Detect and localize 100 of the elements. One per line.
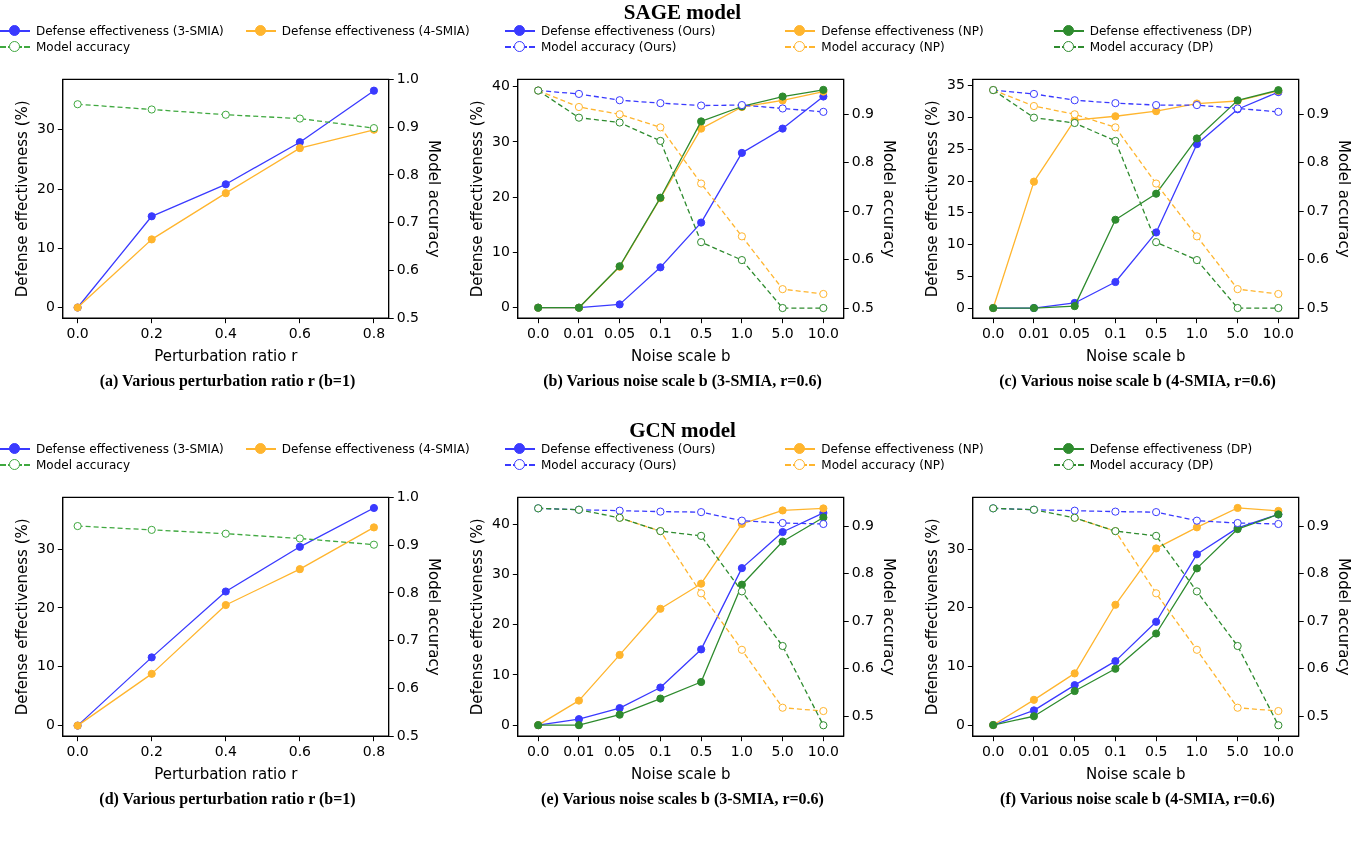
y2-axis-title: Model accuracy <box>424 558 443 676</box>
y2-tick-label: 0.8 <box>851 564 874 581</box>
x-tick-label: 10.0 <box>807 743 839 760</box>
y2-tick-label: 0.9 <box>851 517 874 533</box>
x-axis-title: Noise scale b <box>1085 764 1185 783</box>
x-tick-label: 5.0 <box>1225 743 1249 760</box>
legend-label: Defense effectiveness (Ours) <box>541 24 716 38</box>
y-axis-title: Defense effectiveness (%) <box>922 100 941 298</box>
y-tick-label: 30 <box>36 539 55 556</box>
x-tick-label: 0.4 <box>214 325 237 342</box>
y-tick-label: 25 <box>946 139 965 156</box>
y2-tick-label: 0.8 <box>396 165 419 182</box>
text: (f) Various noise scale b (4-SMIA, r=0.6) <box>1000 790 1275 808</box>
y-tick-label: 30 <box>36 120 55 137</box>
y-tick-label: 20 <box>491 187 510 204</box>
x-tick-label: 0.05 <box>1058 325 1090 342</box>
y2-axis-title: Model accuracy <box>424 140 443 258</box>
x-tick-label: 0.5 <box>1144 325 1167 342</box>
y2-tick-label: 0.8 <box>396 583 419 600</box>
x-tick-label: 10.0 <box>1262 743 1294 760</box>
y2-axis-title: Model accuracy <box>879 140 898 258</box>
x-tick-label: 1.0 <box>730 743 753 760</box>
x-tick-label: 0.5 <box>689 743 712 760</box>
x-tick-label: 0.1 <box>1103 743 1127 760</box>
y2-tick-label: 1.0 <box>396 488 419 505</box>
x-tick-label: 0.2 <box>140 743 163 760</box>
legend-label: Model accuracy (DP) <box>1089 40 1214 54</box>
y-tick-label: 0 <box>955 715 965 732</box>
y2-tick-label: 0.6 <box>851 250 874 267</box>
x-tick-label: 0.05 <box>1058 743 1090 760</box>
x-tick-label: 0.4 <box>214 743 237 760</box>
x-tick-label: 0.01 <box>1017 325 1050 342</box>
text: (c) Various noise scale b (4-SMIA, r=0.6) <box>999 372 1276 390</box>
x-tick-label: 0.6 <box>288 743 311 760</box>
y-axis-title: Defense effectiveness (%) <box>467 100 486 298</box>
y2-tick-label: 0.5 <box>396 308 419 325</box>
legend-label: Defense effectiveness (4-SMIA) <box>281 442 470 456</box>
x-tick-label: 0.5 <box>689 325 712 342</box>
x-tick-label: 0.5 <box>1144 743 1167 760</box>
y-axis-title: Defense effectiveness (%) <box>12 518 31 716</box>
y2-tick-label: 0.7 <box>1306 611 1329 628</box>
y2-tick-label: 0.5 <box>851 298 874 315</box>
y2-tick-label: 0.7 <box>851 611 874 628</box>
x-tick-label: 0.05 <box>603 743 635 760</box>
y-tick-label: 35 <box>946 76 965 93</box>
y-tick-label: 10 <box>491 665 510 682</box>
text: (d) Various perturbation ratio r (b=1) <box>99 790 356 808</box>
y-tick-label: 30 <box>946 108 965 125</box>
y2-tick-label: 0.5 <box>851 706 874 723</box>
x-tick-label: 0.1 <box>1103 325 1127 342</box>
y2-tick-label: 0.9 <box>1306 517 1329 533</box>
legend-label: Defense effectiveness (Ours) <box>541 442 716 456</box>
y-tick-label: 30 <box>946 539 965 556</box>
y-tick-label: 30 <box>491 565 510 582</box>
y2-tick-label: 0.9 <box>851 104 874 121</box>
legend-label: Defense effectiveness (DP) <box>1089 442 1253 456</box>
x-axis-title: Perturbation ratio r <box>153 764 298 783</box>
x-tick-label: 0.01 <box>562 743 595 760</box>
y-tick-label: 20 <box>946 598 965 615</box>
y2-tick-label: 0.6 <box>396 679 419 696</box>
y-tick-label: 10 <box>36 657 55 674</box>
y2-tick-label: 0.9 <box>1306 104 1329 121</box>
y-tick-label: 0 <box>955 298 965 315</box>
y2-tick-label: 0.6 <box>1306 659 1329 676</box>
x-axis-title: Perturbation ratio r <box>153 346 298 365</box>
legend-label: Model accuracy (DP) <box>1089 458 1214 472</box>
y-axis-title: Defense effectiveness (%) <box>467 518 486 716</box>
x-tick-label: 0.0 <box>526 325 549 342</box>
y-tick-label: 0 <box>500 715 510 732</box>
y2-tick-label: 0.6 <box>396 261 419 278</box>
y2-tick-label: 1.0 <box>396 70 419 87</box>
x-tick-label: 0.0 <box>981 325 1004 342</box>
y2-tick-label: 0.8 <box>851 153 874 170</box>
y-tick-label: 0 <box>500 298 510 315</box>
legend-label: Defense effectiveness (NP) <box>821 442 984 456</box>
y2-tick-label: 0.5 <box>396 726 419 743</box>
y2-tick-label: 0.6 <box>851 659 874 676</box>
x-tick-label: 0.8 <box>362 325 385 342</box>
x-axis-title: Noise scale b <box>630 346 730 365</box>
y-tick-label: 40 <box>491 77 510 94</box>
y2-tick-label: 0.6 <box>1306 250 1329 267</box>
legend-label: Defense effectiveness (4-SMIA) <box>281 24 470 38</box>
x-tick-label: 0.8 <box>362 743 385 760</box>
y2-tick-label: 0.9 <box>396 535 419 552</box>
y-axis-title: Defense effectiveness (%) <box>12 100 31 298</box>
x-axis-title: Noise scale b <box>1085 346 1185 365</box>
legend-label: Defense effectiveness (DP) <box>1089 24 1253 38</box>
y-tick-label: 40 <box>491 515 510 532</box>
text: (a) Various perturbation ratio r (b=1) <box>99 372 356 390</box>
y2-tick-label: 0.8 <box>1306 153 1329 170</box>
x-tick-label: 0.01 <box>562 325 595 342</box>
y-tick-label: 15 <box>946 203 965 220</box>
chart-title: SAGE model <box>623 0 742 24</box>
x-tick-label: 10.0 <box>807 325 839 342</box>
x-axis-title: Noise scale b <box>630 764 730 783</box>
y-tick-label: 10 <box>946 235 965 252</box>
y-axis-title: Defense effectiveness (%) <box>922 518 941 716</box>
y2-tick-label: 0.8 <box>1306 564 1329 581</box>
x-tick-label: 1.0 <box>730 325 753 342</box>
y-tick-label: 10 <box>491 243 510 260</box>
